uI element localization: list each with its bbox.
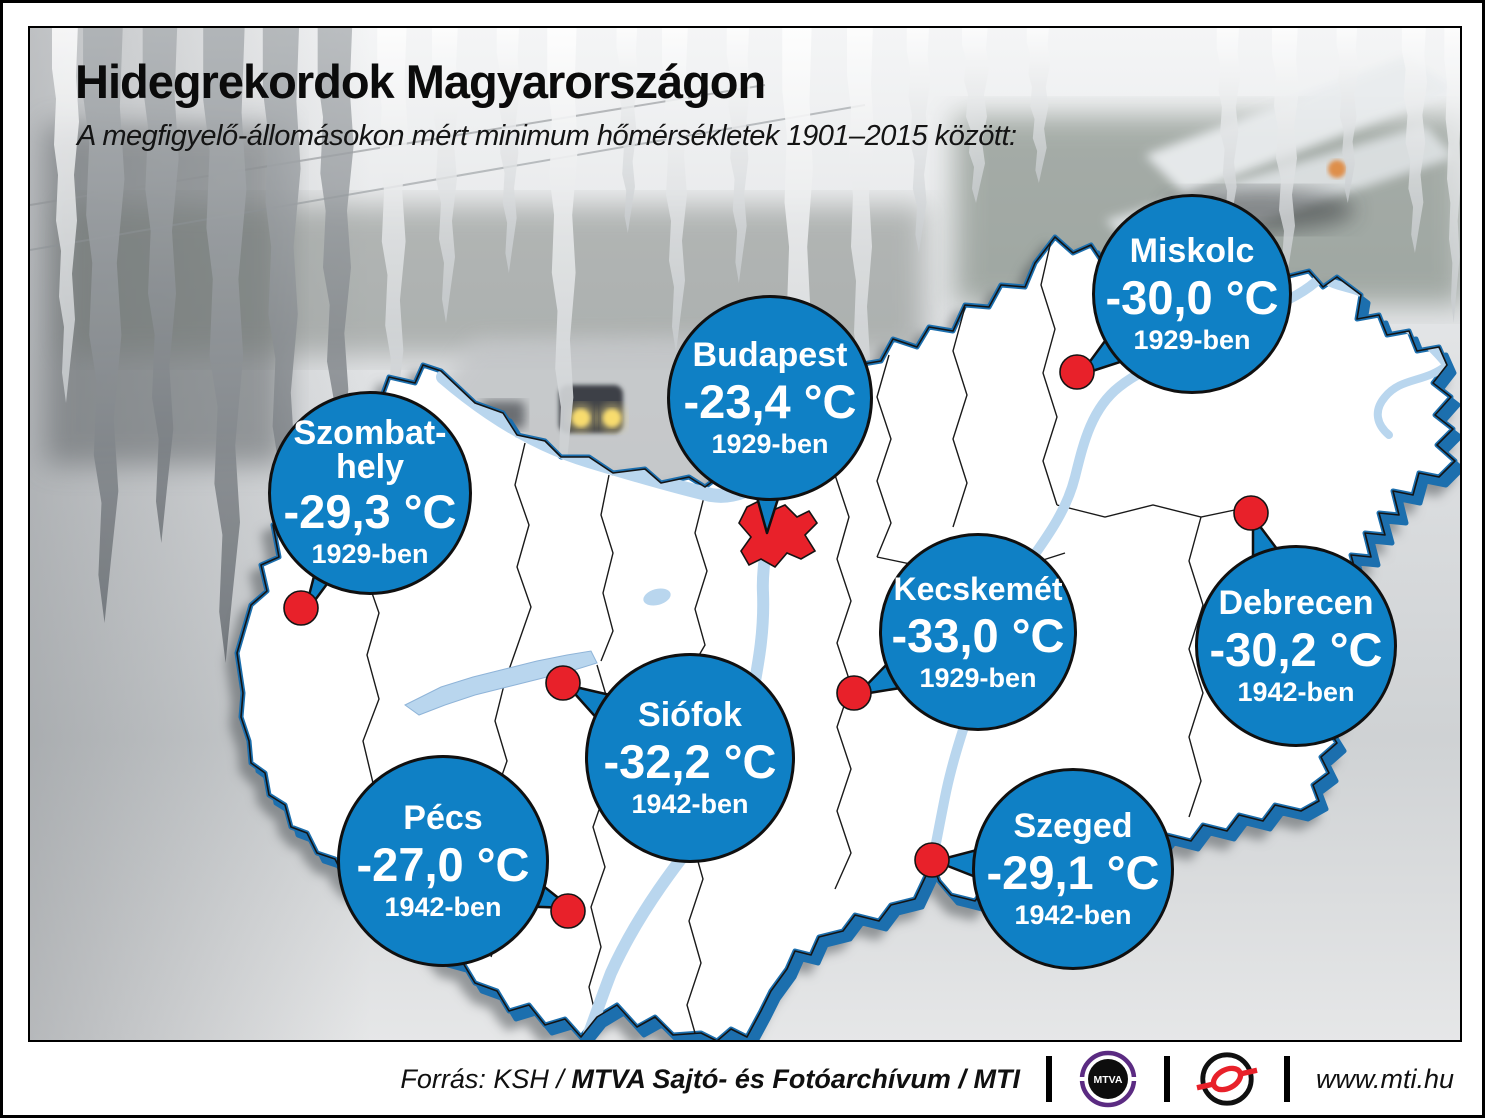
station-temperature: -23,4 °C [683,374,857,428]
station-name: Debrecen [1218,583,1374,622]
footer-divider [1045,1056,1052,1102]
source-line: Forrás: KSH / MTVA Sajtó- és Fotóarchívu… [400,1064,1020,1095]
mtva-logo-icon: MTVA [1078,1050,1137,1108]
callout-siofok: Siófok -32,2 °C 1942-ben [585,653,795,863]
callout-szeged: Szeged -29,1 °C 1942-ben [972,768,1174,970]
station-year: 1942-ben [384,891,502,922]
budapest-area [738,497,819,569]
station-dot-pecs [550,893,586,929]
station-name: Szeged [1013,806,1133,845]
callout-budapest: Budapest -23,4 °C 1929-ben [667,295,873,501]
country-outline [236,236,1456,1040]
tisza-meander [1373,361,1451,439]
callout-miskolc: Miskolc -30,0 °C 1929-ben [1092,194,1292,394]
station-dot-debrecen [1233,495,1269,531]
callout-pecs: Pécs -27,0 °C 1942-ben [337,755,549,967]
station-year: 1929-ben [311,539,429,569]
station-name: Budapest [692,335,848,374]
scene-graphics [30,28,1460,1040]
station-year: 1929-ben [711,428,829,459]
lake-velence [643,588,671,606]
station-temperature: -33,0 °C [891,608,1065,662]
station-name: Siófok [638,695,742,734]
station-year: 1929-ben [1133,324,1251,355]
footer: Forrás: KSH / MTVA Sajtó- és Fotóarchívu… [31,1047,1454,1111]
source-main: MTVA Sajtó- és Fotóarchívum [571,1063,951,1094]
headlight [572,409,590,427]
station-dot-siofok [545,665,581,701]
source-suffix: / MTI [958,1063,1020,1094]
crane-boom [1145,57,1457,195]
footer-divider [1163,1056,1170,1102]
source-prefix: Forrás: KSH / [400,1063,564,1094]
mtva-logo-text: MTVA [1093,1074,1122,1086]
station-dot-szombathely [283,590,319,626]
page-title: Hidegrekordok Magyarországon [75,55,766,108]
callout-szombathely: Szombat- hely -29,3 °C 1929-ben [268,391,472,595]
station-name: Pécs [403,798,483,837]
callout-debrecen: Debrecen -30,2 °C 1942-ben [1195,545,1397,747]
station-dot-miskolc [1059,354,1095,390]
station-temperature: -27,0 °C [356,837,530,891]
station-year: 1942-ben [1237,676,1355,707]
orange-marker [1328,160,1346,178]
station-temperature: -29,1 °C [986,845,1160,899]
station-temperature: -29,3 °C [283,485,457,538]
station-temperature: -30,2 °C [1209,622,1383,676]
station-year: 1929-ben [919,662,1037,693]
callout-kecskemet: Kecskemét -33,0 °C 1929-ben [879,533,1077,731]
footer-divider [1283,1056,1290,1102]
station-name: Miskolc [1129,231,1255,270]
station-dots [283,354,1269,929]
station-name-line2: hely [335,448,405,486]
headlight [603,409,621,427]
lake-balaton [404,650,598,716]
website-text: www.mti.hu [1315,1063,1454,1094]
station-year: 1942-ben [1014,899,1132,930]
photo-map-scene: Miskolc -30,0 °C 1929-ben Budapest -23,4… [28,26,1462,1042]
mti-logo-icon [1196,1052,1258,1106]
page-subtitle: A megfigyelő-állomásokon mért minimum hő… [77,120,1017,152]
station-temperature: -30,0 °C [1105,270,1279,324]
station-name: Szombat- [293,414,447,452]
station-name: Kecskemét [893,570,1063,607]
station-temperature: -32,2 °C [603,734,777,788]
station-year: 1942-ben [631,788,749,819]
station-dot-szeged [914,842,950,878]
station-dot-kecskemet [836,675,872,711]
